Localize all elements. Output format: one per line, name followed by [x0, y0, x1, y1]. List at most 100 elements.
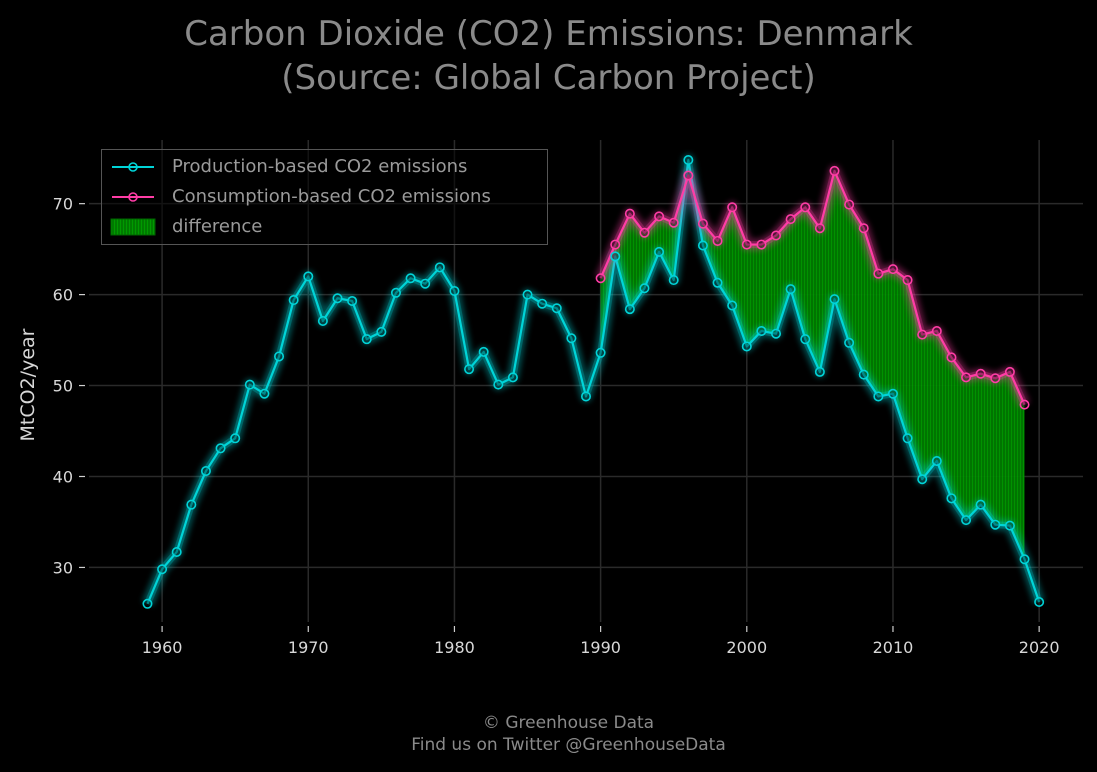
production-point	[434, 262, 445, 273]
production-point	[595, 347, 606, 358]
production-point	[317, 315, 328, 326]
production-point	[975, 499, 986, 510]
consumption-point	[946, 352, 957, 363]
consumption-point	[741, 239, 752, 250]
x-tick-label: 1970	[288, 638, 329, 657]
y-tick-label: 30	[53, 558, 73, 577]
production-point	[624, 304, 635, 315]
consumption-point	[902, 275, 913, 286]
production-point	[1004, 520, 1015, 531]
series-points	[142, 155, 1045, 609]
production-point	[887, 388, 898, 399]
production-point	[537, 298, 548, 309]
production-point	[171, 546, 182, 557]
consumption-point	[756, 239, 767, 250]
production-point	[580, 391, 591, 402]
legend-label-difference: difference	[172, 216, 263, 237]
consumption-point	[610, 239, 621, 250]
y-tick-label: 60	[53, 286, 73, 305]
production-point	[858, 369, 869, 380]
legend-consumption-marker-icon	[112, 192, 154, 202]
production-point	[697, 240, 708, 251]
production-point	[785, 284, 796, 295]
consumption-point	[1019, 399, 1030, 410]
legend: Production-based CO2 emissions Consumpti…	[101, 149, 548, 245]
production-point	[961, 515, 972, 526]
consumption-point	[917, 329, 928, 340]
production-point	[683, 155, 694, 166]
consumption-point	[785, 214, 796, 225]
consumption-point	[595, 273, 606, 284]
consumption-point	[873, 268, 884, 279]
consumption-point	[654, 211, 665, 222]
chart-title-line2: (Source: Global Carbon Project)	[281, 58, 816, 98]
production-point	[668, 275, 679, 286]
legend-label-consumption: Consumption-based CO2 emissions	[172, 186, 491, 207]
production-point	[1019, 554, 1030, 565]
production-point	[376, 326, 387, 337]
production-point	[186, 499, 197, 510]
y-tick-label: 70	[53, 195, 73, 214]
consumption-point	[829, 165, 840, 176]
production-point	[639, 283, 650, 294]
production-point	[814, 366, 825, 377]
production-point	[230, 433, 241, 444]
consumption-point	[844, 199, 855, 210]
production-point	[712, 277, 723, 288]
legend-item-production: Production-based CO2 emissions	[102, 152, 547, 182]
consumption-point	[800, 202, 811, 213]
x-tick-label: 1990	[580, 638, 621, 657]
consumption-point	[697, 218, 708, 229]
production-point	[274, 351, 285, 362]
x-axis-ticks: 1960 1970 1980 1990 2000 2010 2020	[142, 626, 1060, 657]
production-point	[873, 391, 884, 402]
consumption-point	[975, 368, 986, 379]
consumption-point	[771, 230, 782, 241]
legend-production-marker-icon	[112, 162, 154, 172]
footer-copyright: © Greenhouse Data	[482, 713, 655, 733]
consumption-point	[624, 208, 635, 219]
x-tick-label: 1980	[434, 638, 475, 657]
production-point	[332, 293, 343, 304]
production-point	[464, 364, 475, 375]
chart-title-line1: Carbon Dioxide (CO2) Emissions: Denmark	[184, 14, 913, 54]
production-point	[917, 474, 928, 485]
production-point	[142, 598, 153, 609]
consumption-point	[727, 202, 738, 213]
consumption-point	[683, 170, 694, 181]
consumption-point	[931, 325, 942, 336]
legend-difference-swatch-icon	[110, 218, 156, 236]
production-point	[610, 251, 621, 262]
production-point	[449, 285, 460, 296]
production-point	[157, 564, 168, 575]
production-point	[654, 246, 665, 257]
production-point	[244, 379, 255, 390]
production-point	[215, 443, 226, 454]
consumption-point	[712, 235, 723, 246]
x-tick-label: 1960	[142, 638, 183, 657]
consumption-point	[887, 264, 898, 275]
consumption-point	[639, 227, 650, 238]
y-tick-label: 40	[53, 467, 73, 486]
consumption-point	[961, 372, 972, 383]
legend-item-difference: difference	[102, 212, 547, 242]
production-point	[741, 341, 752, 352]
production-point	[347, 295, 358, 306]
x-tick-label: 2010	[873, 638, 914, 657]
y-axis-label: MtCO2/year	[17, 328, 39, 442]
production-point	[507, 372, 518, 383]
production-point	[200, 466, 211, 477]
consumption-point	[814, 223, 825, 234]
production-point	[844, 337, 855, 348]
legend-item-consumption: Consumption-based CO2 emissions	[102, 182, 547, 212]
legend-label-production: Production-based CO2 emissions	[172, 156, 468, 177]
production-point	[522, 289, 533, 300]
production-point	[727, 300, 738, 311]
production-point	[493, 379, 504, 390]
production-point	[390, 287, 401, 298]
production-point	[303, 271, 314, 282]
y-tick-label: 50	[53, 377, 73, 396]
production-point	[361, 334, 372, 345]
consumption-point	[1004, 366, 1015, 377]
